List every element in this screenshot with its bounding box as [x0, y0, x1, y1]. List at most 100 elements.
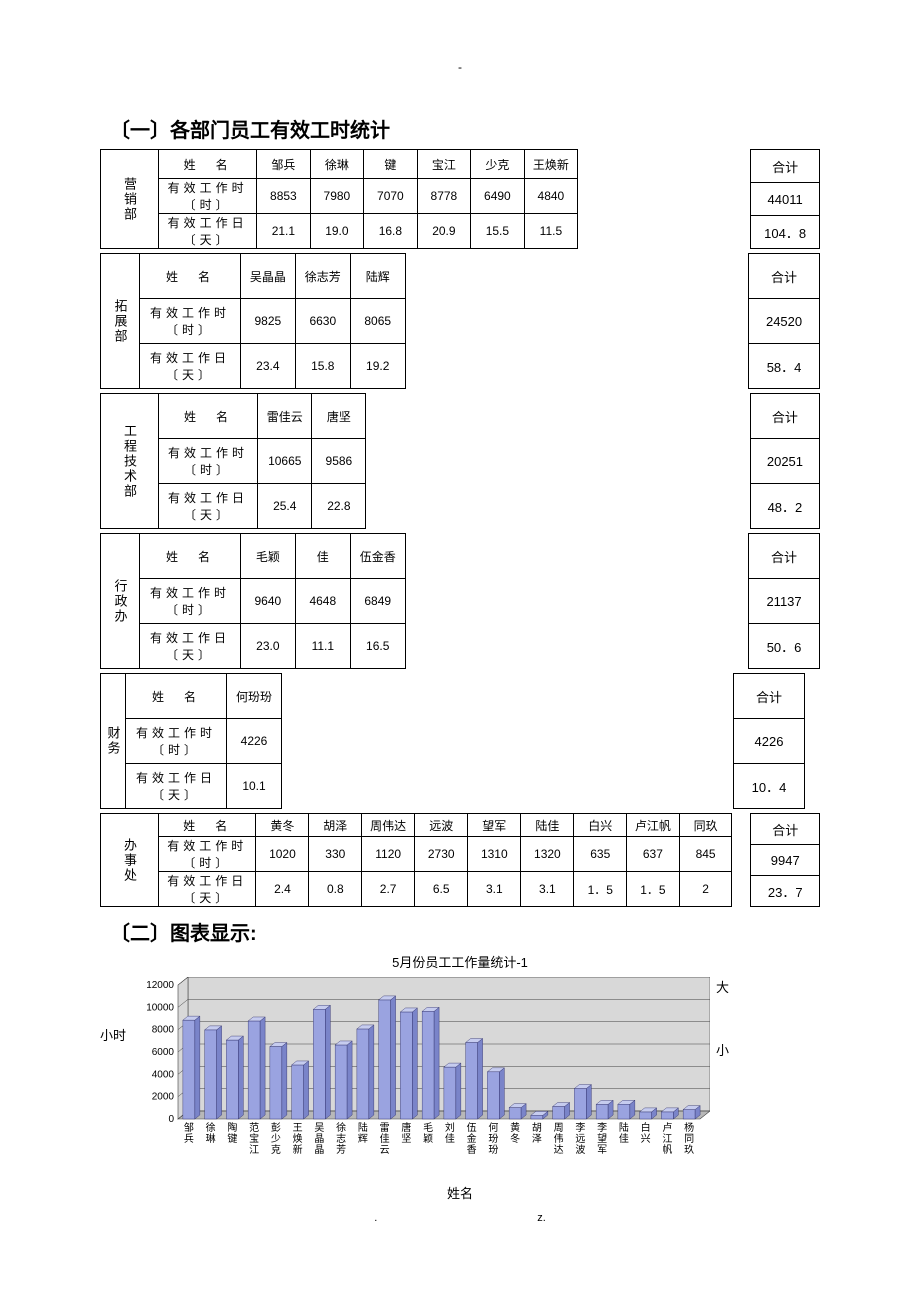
- section2-title: 〔二〕图表显示:: [110, 917, 820, 946]
- svg-text:琳: 琳: [206, 1133, 216, 1145]
- value-cell: [630, 179, 681, 214]
- value-cell: 邹兵: [257, 150, 311, 179]
- value-cell: [405, 254, 460, 299]
- value-cell: 1120: [362, 837, 415, 872]
- value-cell: [460, 254, 514, 299]
- svg-text:玢: 玢: [488, 1133, 498, 1145]
- value-cell: [575, 484, 627, 529]
- value-cell: 2730: [415, 837, 468, 872]
- svg-text:兵: 兵: [184, 1132, 194, 1145]
- value-cell: [514, 344, 568, 389]
- value-cell: [578, 179, 630, 214]
- value-cell: 845: [679, 837, 732, 872]
- svg-text:陆: 陆: [358, 1121, 368, 1134]
- svg-text:达: 达: [554, 1144, 564, 1156]
- row-label: 有效工作日〔天〕: [159, 872, 256, 907]
- value-cell: [523, 484, 575, 529]
- svg-text:12000: 12000: [146, 980, 174, 991]
- value-cell: [622, 624, 676, 669]
- value-cell: [681, 150, 732, 179]
- value-cell: [681, 214, 732, 249]
- value-cell: 19.2: [350, 344, 405, 389]
- value-cell: [445, 764, 499, 809]
- sum-label-cell: 合计: [750, 394, 819, 439]
- value-cell: 19.0: [310, 214, 364, 249]
- svg-text:伟: 伟: [554, 1132, 564, 1145]
- sum-value-cell: 58．4: [749, 344, 820, 389]
- value-cell: [366, 439, 419, 484]
- value-cell: 吴晶晶: [240, 254, 295, 299]
- row-label: 有效工作日〔天〕: [159, 214, 257, 249]
- value-cell: 望军: [468, 814, 521, 837]
- value-cell: [499, 764, 553, 809]
- svg-text:徐: 徐: [206, 1121, 216, 1134]
- value-cell: [391, 674, 445, 719]
- svg-text:克: 克: [271, 1144, 281, 1156]
- value-cell: 雷佳云: [258, 394, 312, 439]
- value-cell: [419, 484, 471, 529]
- svg-text:望: 望: [597, 1132, 607, 1145]
- sum-label-cell: 合计: [749, 534, 820, 579]
- svg-text:范: 范: [249, 1121, 259, 1134]
- value-cell: [575, 439, 627, 484]
- value-cell: 唐坚: [312, 394, 366, 439]
- svg-text:辉: 辉: [358, 1133, 368, 1145]
- value-cell: [514, 299, 568, 344]
- chart-title: 5月份员工工作量统计-1: [100, 952, 820, 971]
- value-cell: [568, 534, 622, 579]
- value-cell: 卢江帆: [627, 814, 680, 837]
- svg-text:4000: 4000: [152, 1069, 175, 1080]
- value-cell: 22.8: [312, 484, 366, 529]
- value-cell: [514, 624, 568, 669]
- sum-value-cell: 9947: [751, 845, 820, 876]
- svg-text:同: 同: [684, 1133, 694, 1145]
- dept-sum-table: 合计994723．7: [750, 813, 820, 907]
- value-cell: 4226: [227, 719, 282, 764]
- value-cell: 2.4: [256, 872, 309, 907]
- value-cell: [471, 484, 523, 529]
- value-cell: 11.1: [295, 624, 350, 669]
- row-label: 有效工作日〔天〕: [126, 764, 227, 809]
- value-cell: [568, 299, 622, 344]
- value-cell: 2: [679, 872, 732, 907]
- value-cell: [607, 764, 661, 809]
- value-cell: 何玢玢: [227, 674, 282, 719]
- value-cell: [679, 484, 731, 529]
- svg-text:胡: 胡: [532, 1121, 542, 1134]
- value-cell: 键: [364, 150, 418, 179]
- svg-text:吴: 吴: [314, 1122, 324, 1134]
- sum-value-cell: 10．4: [734, 764, 805, 809]
- x-axis-label: 姓名: [100, 1183, 820, 1202]
- svg-text:军: 军: [597, 1144, 607, 1156]
- footer-marks: . z.: [100, 1212, 820, 1224]
- value-cell: 王焕新: [524, 150, 578, 179]
- value-cell: 15.8: [295, 344, 350, 389]
- value-cell: [553, 719, 607, 764]
- dept-sum-table: 合计2113750．6: [748, 533, 820, 669]
- value-cell: [630, 150, 681, 179]
- value-cell: [514, 534, 568, 579]
- value-cell: 宝江: [417, 150, 471, 179]
- value-cell: [337, 764, 391, 809]
- value-cell: [460, 299, 514, 344]
- row-label: 姓 名: [140, 254, 241, 299]
- value-cell: 3.1: [521, 872, 574, 907]
- value-cell: 陆辉: [350, 254, 405, 299]
- value-cell: 11.5: [524, 214, 578, 249]
- dept-name-cell: 营销部: [101, 150, 159, 249]
- svg-text:唐: 唐: [401, 1121, 411, 1134]
- value-cell: [282, 764, 337, 809]
- value-cell: [514, 579, 568, 624]
- value-cell: 2.7: [362, 872, 415, 907]
- value-cell: 4648: [295, 579, 350, 624]
- sum-value-cell: 23．7: [751, 876, 820, 907]
- svg-text:徐: 徐: [336, 1121, 346, 1134]
- value-cell: 4840: [524, 179, 578, 214]
- value-cell: [630, 214, 681, 249]
- sum-value-cell: 50．6: [749, 624, 820, 669]
- section1-title: 〔一〕各部门员工有效工时统计: [110, 114, 820, 143]
- row-label: 有效工作时〔时〕: [140, 299, 241, 344]
- value-cell: [460, 344, 514, 389]
- row-label: 姓 名: [159, 150, 257, 179]
- value-cell: [661, 719, 715, 764]
